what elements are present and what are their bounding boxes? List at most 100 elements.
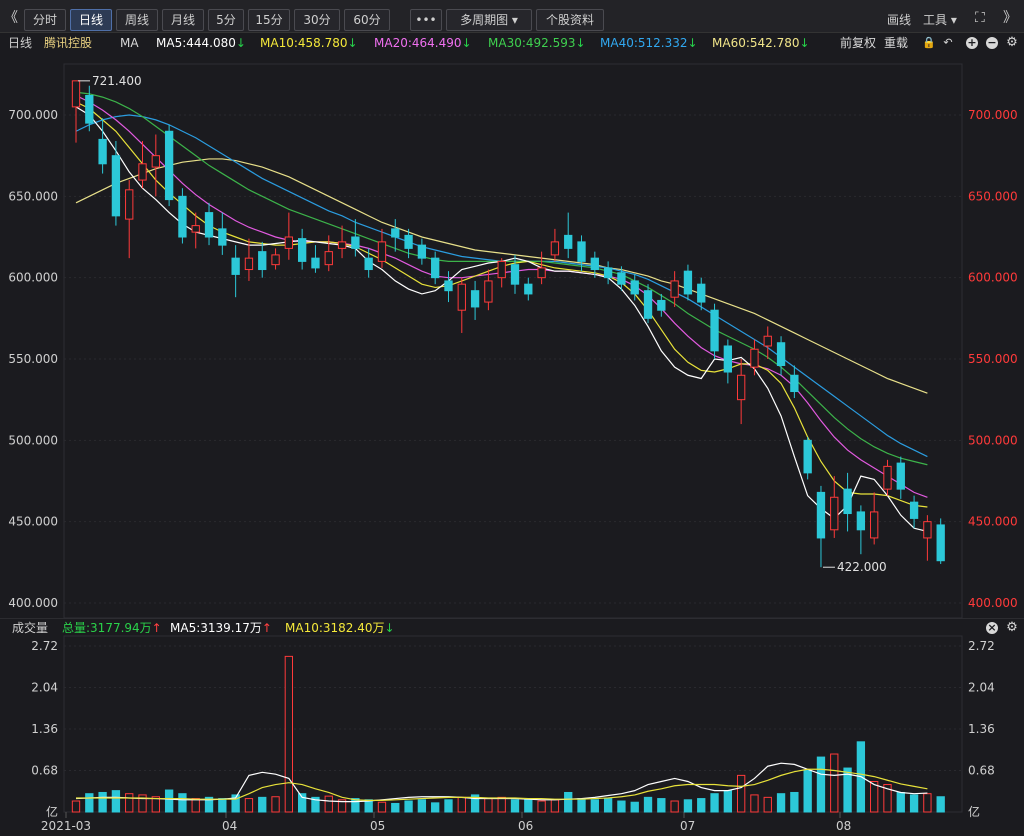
candle xyxy=(98,118,107,174)
volume-bar xyxy=(218,798,227,813)
volume-ma-line-ma5 xyxy=(75,762,928,803)
close-volume-icon[interactable]: × xyxy=(986,621,998,634)
candle xyxy=(404,228,413,259)
fullscreen-icon[interactable]: ⛶ xyxy=(975,10,985,26)
candle-body xyxy=(85,94,94,124)
candle xyxy=(218,212,227,255)
volume-bar xyxy=(470,794,480,813)
candle xyxy=(138,141,147,189)
collapse-left-icon[interactable]: 《 xyxy=(4,10,18,26)
period-tab[interactable]: 60分 xyxy=(344,9,390,31)
candle-body xyxy=(617,272,626,285)
volume-bar xyxy=(723,790,733,813)
period-tab[interactable]: 日线 xyxy=(70,9,112,31)
ma40-value: MA40:512.332↓ xyxy=(600,36,698,50)
expand-right-icon[interactable]: 》 xyxy=(1003,10,1017,26)
undo-icon[interactable]: ↶ xyxy=(943,36,953,49)
candle-body xyxy=(484,280,493,303)
candle xyxy=(590,251,599,278)
candle-body xyxy=(284,236,294,249)
ma5-value: MA5:444.080↓ xyxy=(156,36,246,50)
zoom-out-icon[interactable]: − xyxy=(986,36,998,49)
period-tab[interactable]: 15分 xyxy=(248,9,290,31)
ma-legend-bar: 日线 腾讯控股 MA MA5:444.080↓ MA10:458.780↓ MA… xyxy=(0,33,1024,53)
volume-axis-label-left: 2.04 xyxy=(31,681,58,695)
candle-body xyxy=(364,257,373,271)
volume-bar xyxy=(550,799,560,813)
volume-bar xyxy=(231,794,240,813)
candle-body xyxy=(191,225,200,233)
candle-body xyxy=(258,251,267,271)
period-tab[interactable]: 分时 xyxy=(24,9,66,31)
candle xyxy=(510,254,520,294)
period-tab[interactable]: 5分 xyxy=(208,9,244,31)
candle xyxy=(564,212,573,259)
candle xyxy=(909,495,919,529)
volume-bar xyxy=(643,796,653,813)
candle-body xyxy=(98,138,107,165)
candle-body xyxy=(763,335,772,347)
candle-body xyxy=(776,342,786,367)
reload-button[interactable]: 重载 xyxy=(884,36,909,50)
settings-icon[interactable]: ⚙ xyxy=(1006,35,1018,50)
volume-bar xyxy=(603,798,613,813)
candle-body xyxy=(231,257,240,275)
candle xyxy=(151,134,160,197)
lock-icon[interactable]: 🔒 xyxy=(922,36,936,49)
candle xyxy=(776,336,786,376)
volume-bar xyxy=(484,798,493,813)
candle xyxy=(297,228,307,270)
indicator-name[interactable]: MA xyxy=(120,36,139,50)
candle-body xyxy=(337,241,347,249)
candle-body xyxy=(577,241,586,262)
volume-settings-icon[interactable]: ⚙ xyxy=(1006,620,1018,635)
candle xyxy=(351,219,360,257)
period-label: 日线 xyxy=(8,36,33,50)
candle-body xyxy=(670,280,679,298)
period-tab[interactable]: 月线 xyxy=(162,9,204,31)
candle xyxy=(657,293,666,317)
volume-bar xyxy=(763,796,772,813)
volume-axis-label-right: 2.72 xyxy=(968,639,995,653)
ma-line-ma5 xyxy=(75,106,928,533)
candle-body xyxy=(816,491,826,539)
price-axis-label-left: 500.000 xyxy=(8,433,58,447)
volume-bar xyxy=(683,799,693,813)
more-button[interactable]: ••• xyxy=(410,9,442,31)
volume-total: 总量:3177.94万↑ xyxy=(62,621,162,635)
candle xyxy=(484,269,493,311)
volume-bar xyxy=(657,798,666,813)
high-price-annotation: 721.400 xyxy=(92,74,142,88)
tools-dropdown[interactable]: 工具 ▾ xyxy=(923,13,957,27)
volume-bar xyxy=(244,798,254,813)
volume-bar xyxy=(750,794,759,813)
candle xyxy=(125,180,134,259)
multi-period-dropdown[interactable]: 多周期图 ▾ xyxy=(446,9,532,31)
candle xyxy=(896,456,905,499)
low-price-annotation: 422.000 xyxy=(837,560,887,574)
volume-bar xyxy=(803,770,812,813)
volume-bar xyxy=(444,799,453,813)
candle-body xyxy=(244,257,254,271)
price-axis-label-left: 550.000 xyxy=(8,352,58,366)
candle xyxy=(470,280,480,320)
volume-axis-label-right: 2.04 xyxy=(968,681,995,695)
volume-axis-label-right: 1.36 xyxy=(968,722,995,736)
adjust-mode-button[interactable]: 前复权 xyxy=(840,36,877,50)
stock-info-button[interactable]: 个股资料 xyxy=(536,9,604,31)
volume-legend-bar: 成交量 总量:3177.94万↑ MA5:3139.17万↑ MA10:3182… xyxy=(0,618,1024,637)
candle xyxy=(697,277,706,311)
draw-line-button[interactable]: 画线 xyxy=(887,13,912,27)
volume-bar xyxy=(125,793,134,813)
price-panel-border xyxy=(63,63,963,619)
date-axis-label: 05 xyxy=(370,819,385,833)
candle-body xyxy=(590,257,599,271)
period-tab[interactable]: 30分 xyxy=(294,9,340,31)
volume-bar xyxy=(524,798,533,813)
period-tab[interactable]: 周线 xyxy=(116,9,158,31)
candle-body xyxy=(657,299,666,311)
top-toolbar: 《 分时 日线 周线 月线 5分 15分 30分 60分 ••• 多周期图 ▾ 个股资料 画线… xyxy=(0,0,1024,33)
candle xyxy=(417,238,427,265)
zoom-in-icon[interactable]: + xyxy=(966,36,978,49)
